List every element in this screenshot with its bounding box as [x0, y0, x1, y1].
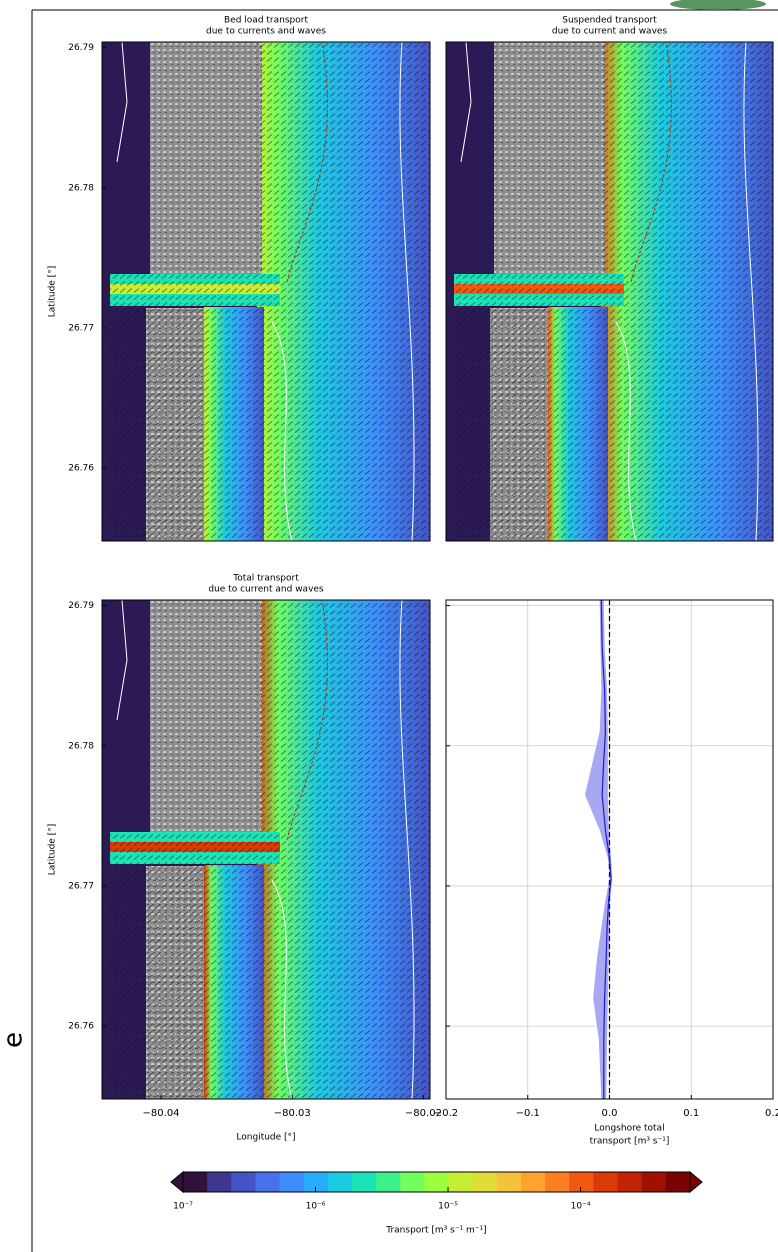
contour	[460, 41, 472, 163]
map-background	[101, 41, 431, 542]
map-background	[101, 599, 431, 1100]
contour	[271, 879, 293, 1100]
y-axis-label: Latitude [°]	[48, 824, 58, 875]
colorbar-step	[496, 1172, 522, 1192]
colorbar-step	[255, 1172, 281, 1192]
colorbar-step	[279, 1172, 305, 1192]
x-tick-label: −0.1	[516, 1108, 540, 1119]
contour	[116, 599, 128, 721]
colorbar-tick-label: 10⁻⁶	[306, 1202, 326, 1212]
arrows	[257, 600, 430, 832]
city	[494, 42, 606, 274]
colorbar-tick-label: 10⁻⁴	[571, 1202, 591, 1212]
colorbar-step	[327, 1172, 353, 1192]
x-axis-label: Longshore total	[594, 1124, 664, 1134]
colorbar-step	[352, 1172, 377, 1192]
colorbar-step	[400, 1172, 425, 1192]
colorbar-step	[376, 1172, 401, 1192]
arrows	[110, 274, 430, 541]
panel-title: due to current and waves	[208, 585, 324, 595]
y-tick-label: 26.78	[68, 183, 94, 193]
colorbar-frame	[182, 1171, 691, 1193]
panel-title: Suspended transport	[562, 16, 657, 26]
margin-text: e	[0, 1032, 29, 1048]
contour	[615, 321, 637, 542]
colorbar-step	[207, 1172, 232, 1192]
contour	[286, 599, 328, 841]
x-axis-label: transport [m³ s⁻¹]	[590, 1137, 670, 1147]
colorbar-tick-label: 10⁻⁷	[173, 1202, 193, 1212]
y-tick-label: 26.76	[68, 464, 94, 474]
stray-blob	[670, 0, 766, 10]
panel-frame	[101, 41, 431, 542]
x-tick-label: −80.02	[405, 1108, 442, 1119]
y-tick-label: 26.77	[68, 881, 94, 891]
colorbar-step	[617, 1172, 643, 1192]
colorbar-step	[569, 1172, 594, 1192]
panel-title: Total transport	[232, 574, 299, 584]
panel-title: Bed load transport	[224, 16, 308, 26]
map-background	[445, 41, 774, 542]
colorbar-step	[303, 1172, 329, 1192]
contour	[399, 599, 415, 1100]
contour	[743, 41, 759, 542]
arrows	[257, 42, 430, 274]
colorbar-step	[231, 1172, 256, 1192]
y-tick-label: 26.77	[68, 323, 94, 333]
y-tick-label: 26.76	[68, 1022, 94, 1032]
contour	[399, 41, 415, 542]
colorbar-step	[593, 1172, 619, 1192]
colorbar-label: Transport [m³ s⁻¹ m⁻¹]	[385, 1226, 486, 1236]
panel-frame	[445, 41, 774, 542]
panel-title: due to currents and waves	[206, 27, 326, 37]
colorbar-step	[665, 1172, 691, 1192]
y-axis-label: Latitude [°]	[48, 266, 58, 317]
colorbar-step	[641, 1172, 667, 1192]
panel-frame	[101, 599, 431, 1100]
contour	[286, 41, 328, 283]
series-line	[600, 599, 612, 1099]
arrows	[110, 832, 430, 1099]
city	[150, 600, 262, 832]
colorbar-step	[545, 1172, 570, 1192]
contour	[630, 41, 672, 283]
y-tick-label: 26.79	[68, 601, 94, 611]
contour	[116, 41, 128, 163]
x-tick-label: −80.04	[143, 1108, 180, 1119]
colorbar-step	[448, 1172, 474, 1192]
contour	[271, 321, 293, 542]
city	[150, 42, 262, 274]
colorbar-step	[472, 1172, 498, 1192]
arrows	[601, 42, 773, 274]
x-tick-label: 0.0	[602, 1108, 618, 1119]
colorbar-step	[424, 1172, 450, 1192]
arrows	[454, 274, 773, 541]
y-tick-label: 26.79	[68, 43, 94, 53]
y-tick-label: 26.78	[68, 741, 94, 751]
colorbar-extend	[170, 1170, 184, 1194]
colorbar-extend	[689, 1170, 703, 1194]
panel-frame	[445, 599, 774, 1100]
colorbar-step	[183, 1172, 208, 1192]
panel-title: due to current and waves	[552, 27, 668, 37]
x-tick-label: 0.1	[683, 1108, 699, 1119]
colorbar-tick-label: 10⁻⁵	[438, 1202, 458, 1212]
x-axis-label: Longitude [°]	[236, 1133, 295, 1143]
colorbar-step	[521, 1172, 546, 1192]
x-tick-label: 0.2	[765, 1108, 778, 1119]
x-tick-label: −0.2	[434, 1108, 458, 1119]
x-tick-label: −80.03	[274, 1108, 311, 1119]
